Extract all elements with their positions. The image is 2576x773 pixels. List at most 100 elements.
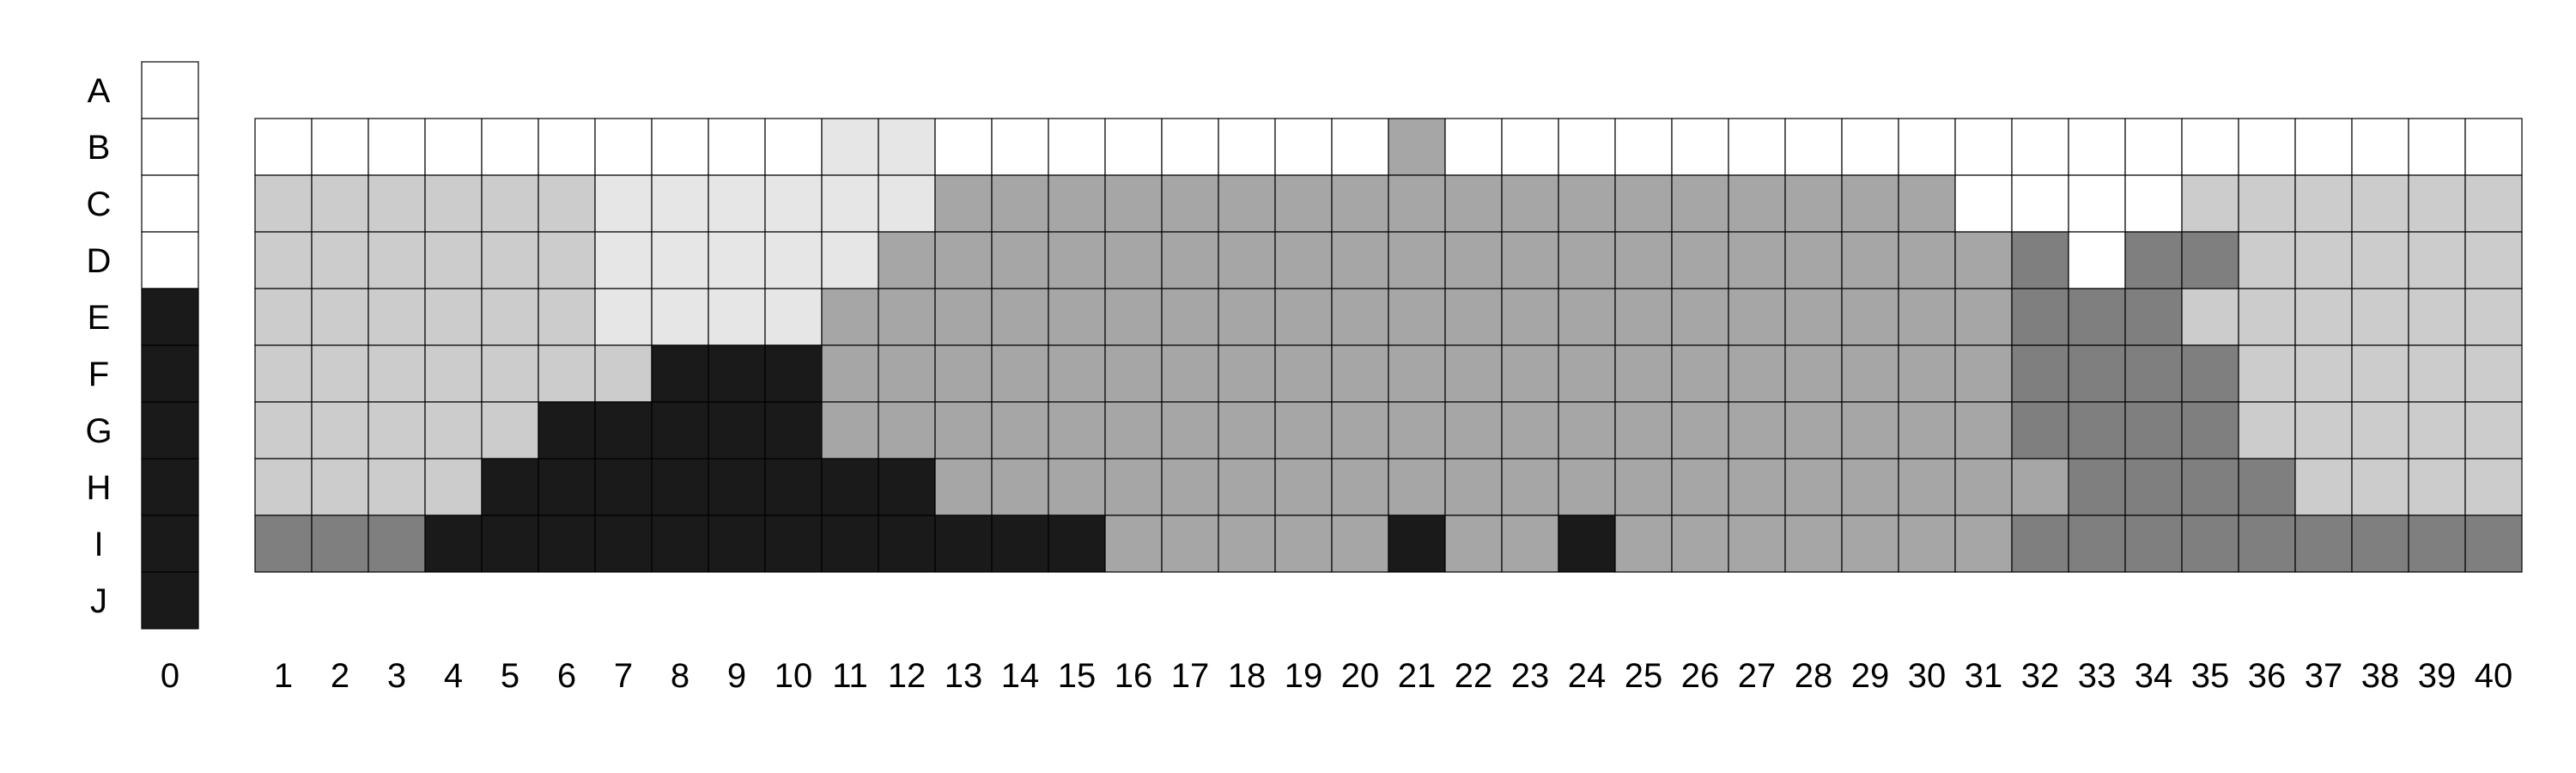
grid-cell-b-2 (311, 118, 369, 176)
grid-cell-i-7 (594, 514, 653, 573)
grid-cell-c-30 (1898, 174, 1956, 233)
grid-cell-c-25 (1614, 174, 1673, 233)
grid-cell-e-2 (311, 288, 369, 346)
grid-cell-d-38 (2351, 231, 2409, 289)
grid-cell-d-16 (1104, 231, 1163, 289)
grid-cell-e-33 (2068, 288, 2126, 346)
grid-cell-b-30 (1898, 118, 1956, 176)
grid-cell-h-34 (2124, 458, 2183, 516)
grid-cell-h-13 (934, 458, 993, 516)
grid-cell-f-36 (2238, 344, 2296, 403)
grid-cell-f-37 (2294, 344, 2353, 403)
grid-cell-b-34 (2124, 118, 2183, 176)
column-labels: 0 1 2 3 4 5 6 7 8 9 10 11 12 13 14 15 16 17 18 19 20 21 22 23 24… (161, 657, 2512, 695)
grid-cell-d-29 (1841, 231, 1899, 289)
grid-cell-b-19 (1274, 118, 1333, 176)
column-label-0: 0 (161, 657, 179, 695)
grid-cell-c-26 (1671, 174, 1729, 233)
grid-cell-h-29 (1841, 458, 1899, 516)
grid-cell-f-32 (2011, 344, 2069, 403)
grid-cell-h-35 (2181, 458, 2239, 516)
column-label-17: 17 (1171, 657, 1210, 695)
column-label-23: 23 (1511, 657, 1550, 695)
grid-cell-h-19 (1274, 458, 1333, 516)
grid-cell-e-25 (1614, 288, 1673, 346)
column-label-10: 10 (775, 657, 813, 695)
grid-cell-e-13 (934, 288, 993, 346)
legend-cell-i (141, 514, 199, 573)
grid-cell-g-7 (594, 401, 653, 460)
grid-cell-c-31 (1954, 174, 2013, 233)
grid-cell-c-18 (1218, 174, 1276, 233)
grid-cell-i-37 (2294, 514, 2353, 573)
grid-cell-c-1 (254, 174, 313, 233)
grid-cell-b-15 (1048, 118, 1106, 176)
grid-cell-b-25 (1614, 118, 1673, 176)
grid-cell-c-11 (821, 174, 879, 233)
grid-cell-f-39 (2408, 344, 2466, 403)
grid-cell-g-37 (2294, 401, 2353, 460)
grid-cell-e-39 (2408, 288, 2466, 346)
grid-cell-c-7 (594, 174, 653, 233)
grid-cell-g-19 (1274, 401, 1333, 460)
grid-cell-e-11 (821, 288, 879, 346)
grid-cell-g-18 (1218, 401, 1276, 460)
grid-cell-e-15 (1048, 288, 1106, 346)
grid-cell-d-39 (2408, 231, 2466, 289)
column-label-5: 5 (501, 657, 519, 695)
grid-cell-i-31 (1954, 514, 2013, 573)
grid-cell-h-5 (481, 458, 539, 516)
grid-cell-i-20 (1331, 514, 1389, 573)
grid-cell-f-28 (1784, 344, 1843, 403)
grid-cell-g-27 (1728, 401, 1786, 460)
grid-cell-c-32 (2011, 174, 2069, 233)
grid-cell-b-11 (821, 118, 879, 176)
grid-cell-f-30 (1898, 344, 1956, 403)
grid-cell-f-3 (368, 344, 426, 403)
legend-cell-f (141, 344, 199, 403)
grid-cell-d-12 (878, 231, 936, 289)
grid-cell-h-38 (2351, 458, 2409, 516)
grid-cell-i-5 (481, 514, 539, 573)
grid-cell-i-25 (1614, 514, 1673, 573)
grid-cell-h-4 (424, 458, 483, 516)
grid-cell-d-20 (1331, 231, 1389, 289)
grid-cell-b-24 (1558, 118, 1616, 176)
grid-cell-c-10 (764, 174, 823, 233)
grid-cell-i-27 (1728, 514, 1786, 573)
grid-cell-e-7 (594, 288, 653, 346)
grid-cell-b-36 (2238, 118, 2296, 176)
grid-cell-f-22 (1444, 344, 1503, 403)
grid-cell-f-26 (1671, 344, 1729, 403)
grid-cell-h-30 (1898, 458, 1956, 516)
grid-cell-d-31 (1954, 231, 2013, 289)
grid-cell-e-18 (1218, 288, 1276, 346)
grid-cell-c-29 (1841, 174, 1899, 233)
grid-cell-f-35 (2181, 344, 2239, 403)
grid-cell-e-16 (1104, 288, 1163, 346)
column-label-13: 13 (945, 657, 983, 695)
row-label-f: F (88, 356, 109, 393)
grid-cell-g-35 (2181, 401, 2239, 460)
grid-cell-e-19 (1274, 288, 1333, 346)
grid-cell-e-29 (1841, 288, 1899, 346)
grid-cell-b-18 (1218, 118, 1276, 176)
grid-cell-g-15 (1048, 401, 1106, 460)
grid-cell-f-16 (1104, 344, 1163, 403)
grid-cell-e-32 (2011, 288, 2069, 346)
grid-cell-e-4 (424, 288, 483, 346)
grid-cell-e-35 (2181, 288, 2239, 346)
grid-cell-i-30 (1898, 514, 1956, 573)
row-label-h: H (87, 469, 112, 507)
grid-cell-h-6 (538, 458, 596, 516)
grid-cell-e-26 (1671, 288, 1729, 346)
column-label-27: 27 (1738, 657, 1777, 695)
grid-cell-i-10 (764, 514, 823, 573)
grid-cell-b-37 (2294, 118, 2353, 176)
row-label-e: E (88, 299, 111, 337)
grid-cell-b-7 (594, 118, 653, 176)
grid-cell-h-17 (1161, 458, 1219, 516)
legend-cell-d (141, 231, 199, 289)
grid-cell-b-8 (651, 118, 709, 176)
